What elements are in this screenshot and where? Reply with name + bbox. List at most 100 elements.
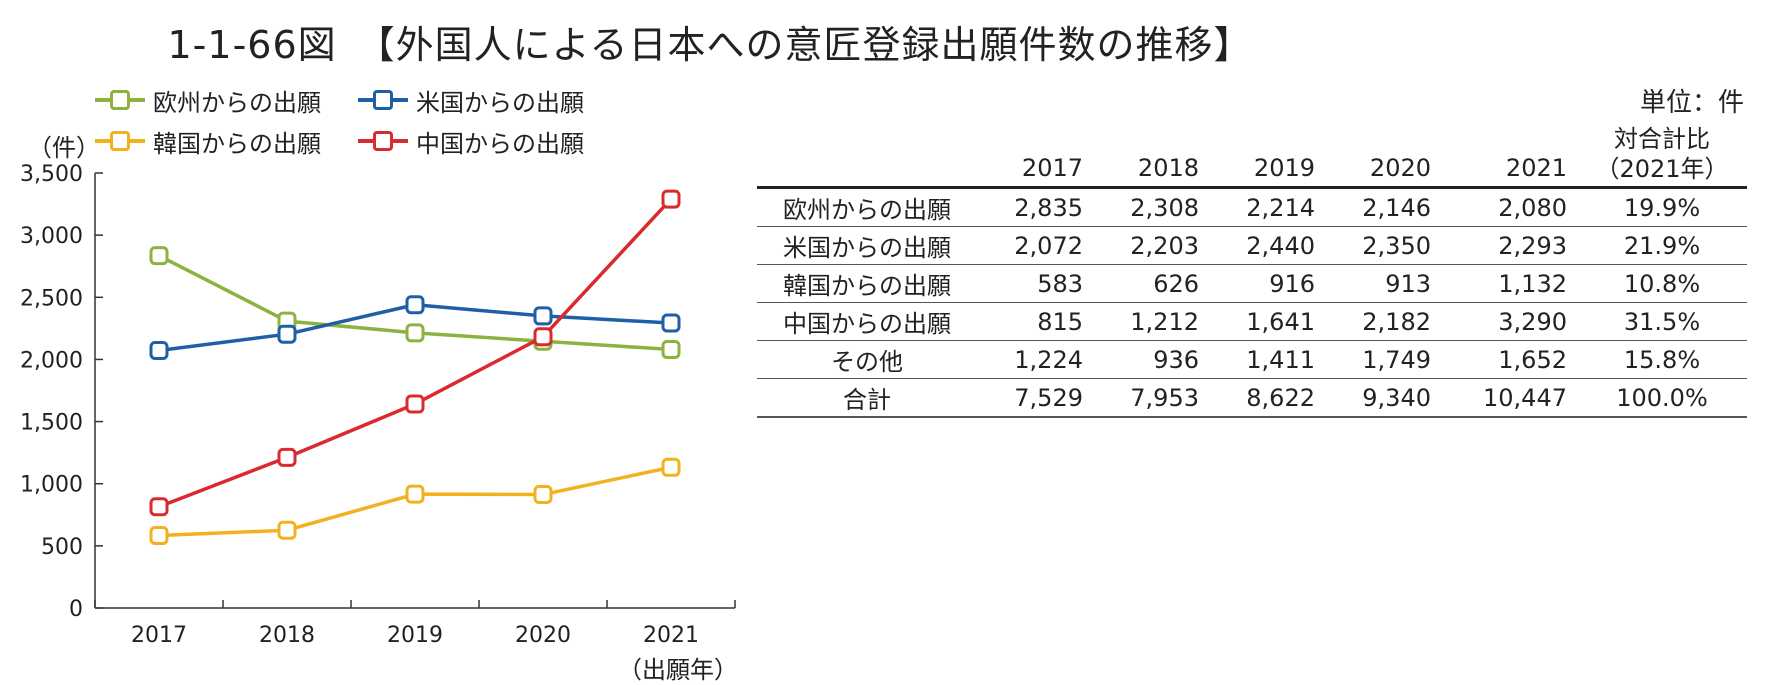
table-cell: 10,447 xyxy=(1441,378,1577,418)
row-label: その他 xyxy=(757,340,977,379)
legend-label: 欧州からの出願 xyxy=(153,88,321,117)
table-header-2019: 2019 xyxy=(1253,154,1315,182)
data-point xyxy=(149,526,169,546)
table-cell: 913 xyxy=(1325,264,1441,303)
table-cell: 1,641 xyxy=(1209,302,1325,341)
table-cell: 2,214 xyxy=(1209,187,1325,227)
y-tick-label: 1,500 xyxy=(20,411,83,436)
table-cell: 9,340 xyxy=(1325,378,1441,418)
data-point xyxy=(277,447,297,467)
table-cell: 1,652 xyxy=(1441,340,1577,379)
table-cell: 2,440 xyxy=(1209,226,1325,265)
x-axis-label: （出願年） xyxy=(618,656,738,684)
row-label: 欧州からの出願 xyxy=(757,187,977,227)
table-cell: 7,953 xyxy=(1093,378,1209,418)
table-cell: 626 xyxy=(1093,264,1209,303)
x-tick-label: 2020 xyxy=(515,623,571,648)
x-tick-label: 2019 xyxy=(387,623,443,648)
data-point xyxy=(277,324,297,344)
data-point xyxy=(533,306,553,326)
table-cell: 2,146 xyxy=(1325,187,1441,227)
table-header-2018: 2018 xyxy=(1137,154,1199,182)
data-point xyxy=(405,484,425,504)
table-cell: 2,072 xyxy=(977,226,1093,265)
legend-item-china: 中国からの出願 xyxy=(358,125,584,158)
ratio-cell: 100.0% xyxy=(1577,378,1747,418)
table-cell: 1,224 xyxy=(977,340,1093,379)
table-cell: 1,749 xyxy=(1325,340,1441,379)
data-point xyxy=(533,485,553,505)
legend-label: 韓国からの出願 xyxy=(153,129,321,158)
data-point xyxy=(661,339,681,359)
data-point xyxy=(405,394,425,414)
data-point xyxy=(405,295,425,315)
data-point xyxy=(661,313,681,333)
data-point xyxy=(661,457,681,477)
table-cell: 2,203 xyxy=(1093,226,1209,265)
table-cell: 936 xyxy=(1093,340,1209,379)
data-point xyxy=(405,323,425,343)
data-point xyxy=(149,497,169,517)
table-cell: 583 xyxy=(977,264,1093,303)
table-header-2020: 2020 xyxy=(1369,154,1431,182)
legend-marker-icon xyxy=(95,125,145,157)
y-tick-label: 3,500 xyxy=(20,162,83,187)
row-label: 合計 xyxy=(757,378,977,418)
data-table: 2017 2018 2019 2020 2021 対合計比 （2021年） 欧州… xyxy=(757,124,1747,418)
table-row: 欧州からの出願 2,835 2,308 2,214 2,146 2,080 19.9% xyxy=(757,187,1747,227)
table-cell: 815 xyxy=(977,302,1093,341)
table-row: 米国からの出願 2,072 2,203 2,440 2,350 2,293 21.9% xyxy=(757,226,1747,265)
y-tick-label: 2,000 xyxy=(20,348,83,373)
x-tick-label: 2018 xyxy=(259,623,315,648)
ratio-cell: 19.9% xyxy=(1577,187,1747,227)
data-point xyxy=(277,520,297,540)
y-tick-label: 3,000 xyxy=(20,224,83,249)
table-cell: 916 xyxy=(1209,264,1325,303)
table-header-blank xyxy=(757,124,977,188)
y-tick-label: 2,500 xyxy=(20,286,83,311)
table-unit: 単位：件 xyxy=(1639,88,1744,118)
x-tick-label: 2021 xyxy=(643,623,699,648)
y-tick-label: 500 xyxy=(41,535,83,560)
data-point xyxy=(533,327,553,347)
table-cell: 7,529 xyxy=(977,378,1093,418)
ratio-cell: 21.9% xyxy=(1577,226,1747,265)
data-point xyxy=(149,246,169,266)
x-tick-label: 2017 xyxy=(131,623,187,648)
ratio-cell: 15.8% xyxy=(1577,340,1747,379)
table-row: 韓国からの出願 583 626 916 913 1,132 10.8% xyxy=(757,264,1747,303)
ratio-cell: 10.8% xyxy=(1577,264,1747,303)
table-cell: 2,350 xyxy=(1325,226,1441,265)
table-cell: 8,622 xyxy=(1209,378,1325,418)
ratio-header-line2: （2021年） xyxy=(1595,155,1729,183)
ratio-header-line1: 対合計比 xyxy=(1614,125,1710,153)
legend-item-korea: 韓国からの出願 xyxy=(95,125,321,158)
y-tick-label: 0 xyxy=(69,597,83,622)
legend-label: 米国からの出願 xyxy=(416,88,584,117)
table-cell: 1,212 xyxy=(1093,302,1209,341)
table-cell: 2,835 xyxy=(977,187,1093,227)
table-cell: 3,290 xyxy=(1441,302,1577,341)
row-label: 韓国からの出願 xyxy=(757,264,977,303)
y-axis-label: （件） xyxy=(28,134,100,162)
y-tick-label: 1,000 xyxy=(20,473,83,498)
table-header-2017: 2017 xyxy=(1021,154,1083,182)
ratio-cell: 31.5% xyxy=(1577,302,1747,341)
legend-item-europe: 欧州からの出願 xyxy=(95,84,321,117)
legend-label: 中国からの出願 xyxy=(416,129,584,158)
legend-marker-icon xyxy=(358,125,408,157)
row-label: 米国からの出願 xyxy=(757,226,977,265)
table-cell: 2,293 xyxy=(1441,226,1577,265)
legend-marker-icon xyxy=(95,84,145,116)
table-cell: 2,080 xyxy=(1441,187,1577,227)
table-cell: 1,132 xyxy=(1441,264,1577,303)
legend-item-us: 米国からの出願 xyxy=(358,84,584,117)
row-label: 中国からの出願 xyxy=(757,302,977,341)
table-header-ratio: 対合計比 （2021年） xyxy=(1577,124,1747,188)
page-title: 1-1-66図 【外国人による日本への意匠登録出願件数の推移】 xyxy=(167,23,1253,67)
table-header-2021: 2021 xyxy=(1505,154,1567,182)
table-header-row: 2017 2018 2019 2020 2021 対合計比 （2021年） xyxy=(757,124,1747,188)
line-chart: 0 500 1,000 1,500 2,000 2,500 3,000 3,500 2017 20… xyxy=(20,162,736,648)
series-line xyxy=(158,197,673,509)
table-row: 中国からの出願 815 1,212 1,641 2,182 3,290 31.5% xyxy=(757,302,1747,341)
